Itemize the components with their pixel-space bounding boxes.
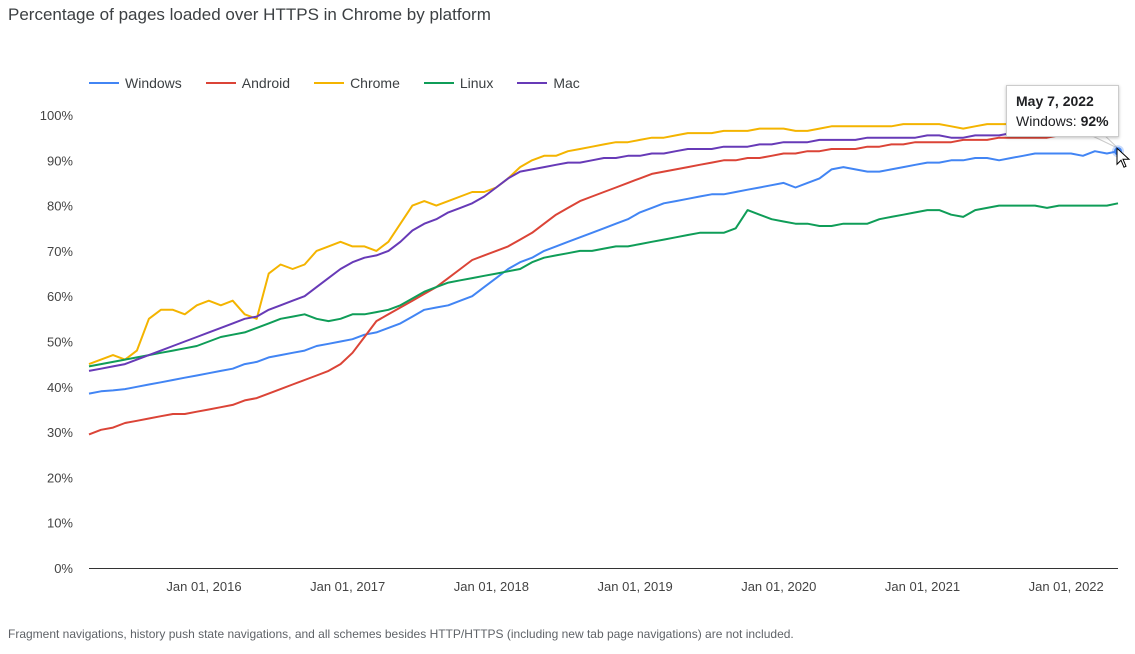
series-line-mac[interactable] (88, 132, 1118, 372)
tooltip-date: May 7, 2022 (1016, 93, 1094, 109)
x-tick-label: Jan 01, 2016 (166, 579, 241, 594)
series-line-android[interactable] (88, 134, 1118, 436)
tooltip: May 7, 2022 Windows: 92% (1006, 85, 1119, 137)
y-tick-label: 80% (47, 199, 73, 214)
legend-item-windows[interactable]: Windows (89, 75, 182, 91)
x-axis: Jan 01, 2016 Jan 01, 2017 Jan 01, 2018 Jan … (166, 579, 1103, 594)
x-tick-label: Jan 01, 2017 (310, 579, 385, 594)
legend-swatch-linux (423, 82, 454, 84)
legend-item-linux[interactable]: Linux (423, 75, 494, 91)
legend-swatch-android (205, 82, 236, 84)
legend-swatch-windows (89, 82, 119, 84)
series-line-linux[interactable] (88, 202, 1119, 368)
x-tick-label: Jan 01, 2019 (598, 579, 673, 594)
tooltip-row: Windows: 92% (1016, 111, 1109, 131)
y-tick-label: 90% (47, 153, 73, 168)
legend-label-linux: Linux (459, 75, 494, 91)
chart-legend: Windows Android Chrome Linux Mac (89, 75, 604, 91)
y-tick-label: 20% (47, 470, 73, 485)
legend-label-windows: Windows (125, 75, 182, 91)
series-line-windows[interactable] (88, 150, 1119, 395)
series-line-chrome[interactable] (88, 123, 1118, 366)
y-tick-label: 40% (47, 380, 73, 395)
legend-label-chrome: Chrome (350, 75, 400, 91)
legend-swatch-mac (517, 82, 548, 84)
x-tick-label: Jan 01, 2018 (454, 579, 529, 594)
footnote: Fragment navigations, history push state… (8, 627, 794, 641)
legend-label-android: Android (241, 75, 291, 91)
x-tick-label: Jan 01, 2022 (1029, 579, 1104, 594)
x-tick-label: Jan 01, 2021 (885, 579, 960, 594)
y-tick-label: 60% (47, 289, 73, 304)
y-axis: 0% 10% 20% 30% 40% 50% 60% 70% 80% 90% 100% (40, 108, 74, 576)
y-tick-label: 30% (47, 425, 73, 440)
y-tick-label: 10% (47, 516, 73, 531)
tooltip-series-label: Windows: (1016, 113, 1081, 129)
legend-label-mac: Mac (553, 75, 580, 91)
series-lines (88, 123, 1119, 436)
chart-plot-area[interactable]: 0% 10% 20% 30% 40% 50% 60% 70% 80% 90% 100% Jan 01… (0, 0, 1135, 620)
y-tick-label: 70% (47, 244, 73, 259)
legend-item-mac[interactable]: Mac (517, 75, 580, 91)
chart-title: Percentage of pages loaded over HTTPS in… (8, 5, 491, 24)
y-tick-label: 50% (47, 335, 73, 350)
legend-swatch-chrome (314, 82, 345, 84)
legend-item-chrome[interactable]: Chrome (314, 75, 400, 91)
legend-item-android[interactable]: Android (205, 75, 291, 91)
y-tick-label: 0% (54, 561, 73, 576)
tooltip-value: 92% (1080, 113, 1109, 129)
y-tick-label: 100% (40, 108, 74, 123)
mouse-cursor-icon (1116, 147, 1131, 168)
x-tick-label: Jan 01, 2020 (741, 579, 816, 594)
